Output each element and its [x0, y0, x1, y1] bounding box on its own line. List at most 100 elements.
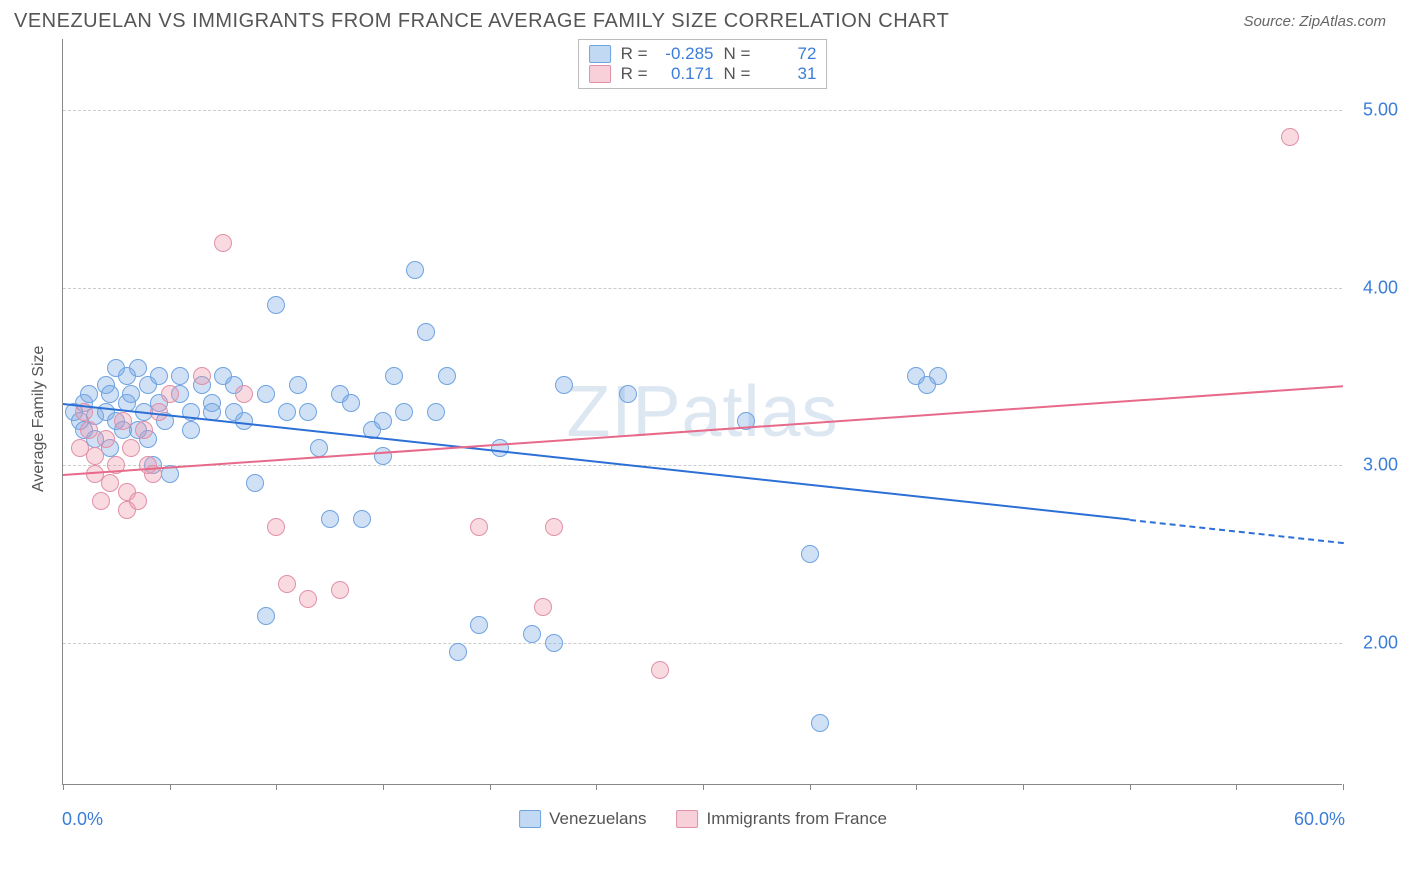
data-point	[97, 430, 115, 448]
data-point	[470, 518, 488, 536]
x-tick-mark	[1130, 784, 1131, 790]
gridline	[63, 643, 1342, 644]
data-point	[246, 474, 264, 492]
data-point	[427, 403, 445, 421]
data-point	[278, 575, 296, 593]
data-point	[267, 518, 285, 536]
y-axis-label: Average Family Size	[30, 346, 48, 492]
y-tick-label: 3.00	[1363, 455, 1398, 476]
x-tick-mark	[1236, 784, 1237, 790]
data-point	[257, 607, 275, 625]
gridline	[63, 288, 1342, 289]
x-min-label: 0.0%	[62, 809, 103, 830]
data-point	[523, 625, 541, 643]
plot-area: ZIPatlas R = -0.285 N = 72 R = 0.171 N =…	[62, 39, 1342, 785]
data-point	[374, 412, 392, 430]
x-tick-mark	[383, 784, 384, 790]
data-point	[801, 545, 819, 563]
data-point	[235, 385, 253, 403]
data-point	[299, 403, 317, 421]
data-point	[619, 385, 637, 403]
swatch-series-a	[589, 45, 611, 63]
data-point	[214, 234, 232, 252]
data-point	[101, 385, 119, 403]
stat-n-value: 72	[760, 44, 816, 64]
data-point	[545, 634, 563, 652]
x-max-label: 60.0%	[1294, 809, 1345, 830]
data-point	[122, 385, 140, 403]
stat-label: N =	[724, 44, 751, 64]
data-point	[80, 421, 98, 439]
data-point	[385, 367, 403, 385]
data-point	[1281, 128, 1299, 146]
data-point	[122, 439, 140, 457]
chart-header: VENEZUELAN VS IMMIGRANTS FROM FRANCE AVE…	[0, 0, 1406, 39]
data-point	[135, 421, 153, 439]
data-point	[651, 661, 669, 679]
trend-line	[1130, 519, 1344, 544]
data-point	[92, 492, 110, 510]
data-point	[299, 590, 317, 608]
data-point	[114, 412, 132, 430]
data-point	[374, 447, 392, 465]
data-point	[395, 403, 413, 421]
data-point	[257, 385, 275, 403]
x-tick-mark	[63, 784, 64, 790]
y-tick-label: 5.00	[1363, 100, 1398, 121]
data-point	[129, 492, 147, 510]
data-point	[321, 510, 339, 528]
stat-row: R = -0.285 N = 72	[589, 44, 817, 64]
data-point	[289, 376, 307, 394]
data-point	[438, 367, 456, 385]
x-tick-mark	[596, 784, 597, 790]
data-point	[353, 510, 371, 528]
swatch-series-a	[519, 810, 541, 828]
data-point	[161, 385, 179, 403]
swatch-series-b	[676, 810, 698, 828]
x-tick-mark	[916, 784, 917, 790]
trend-line	[63, 385, 1343, 476]
stat-label: R =	[621, 44, 648, 64]
data-point	[86, 447, 104, 465]
gridline	[63, 465, 1342, 466]
data-point	[129, 359, 147, 377]
data-point	[534, 598, 552, 616]
watermark-text: ZIPatlas	[566, 371, 838, 453]
data-point	[171, 367, 189, 385]
stat-row: R = 0.171 N = 31	[589, 64, 817, 84]
bottom-legend: Venezuelans Immigrants from France	[519, 809, 887, 829]
swatch-series-b	[589, 65, 611, 83]
gridline	[63, 110, 1342, 111]
data-point	[470, 616, 488, 634]
data-point	[267, 296, 285, 314]
x-tick-mark	[1023, 784, 1024, 790]
data-point	[342, 394, 360, 412]
data-point	[150, 367, 168, 385]
legend-label: Venezuelans	[549, 809, 646, 829]
data-point	[278, 403, 296, 421]
data-point	[555, 376, 573, 394]
stat-label: N =	[724, 64, 751, 84]
data-point	[331, 581, 349, 599]
legend-item: Immigrants from France	[676, 809, 886, 829]
y-tick-label: 2.00	[1363, 632, 1398, 653]
data-point	[193, 367, 211, 385]
data-point	[491, 439, 509, 457]
data-point	[406, 261, 424, 279]
x-tick-mark	[170, 784, 171, 790]
data-point	[310, 439, 328, 457]
stat-r-value: 0.171	[658, 64, 714, 84]
x-tick-mark	[276, 784, 277, 790]
data-point	[417, 323, 435, 341]
stat-label: R =	[621, 64, 648, 84]
legend-label: Immigrants from France	[706, 809, 886, 829]
trend-line	[63, 403, 1130, 520]
data-point	[545, 518, 563, 536]
stat-r-value: -0.285	[658, 44, 714, 64]
data-point	[811, 714, 829, 732]
data-point	[101, 474, 119, 492]
data-point	[235, 412, 253, 430]
y-tick-label: 4.00	[1363, 277, 1398, 298]
data-point	[182, 421, 200, 439]
legend-item: Venezuelans	[519, 809, 646, 829]
